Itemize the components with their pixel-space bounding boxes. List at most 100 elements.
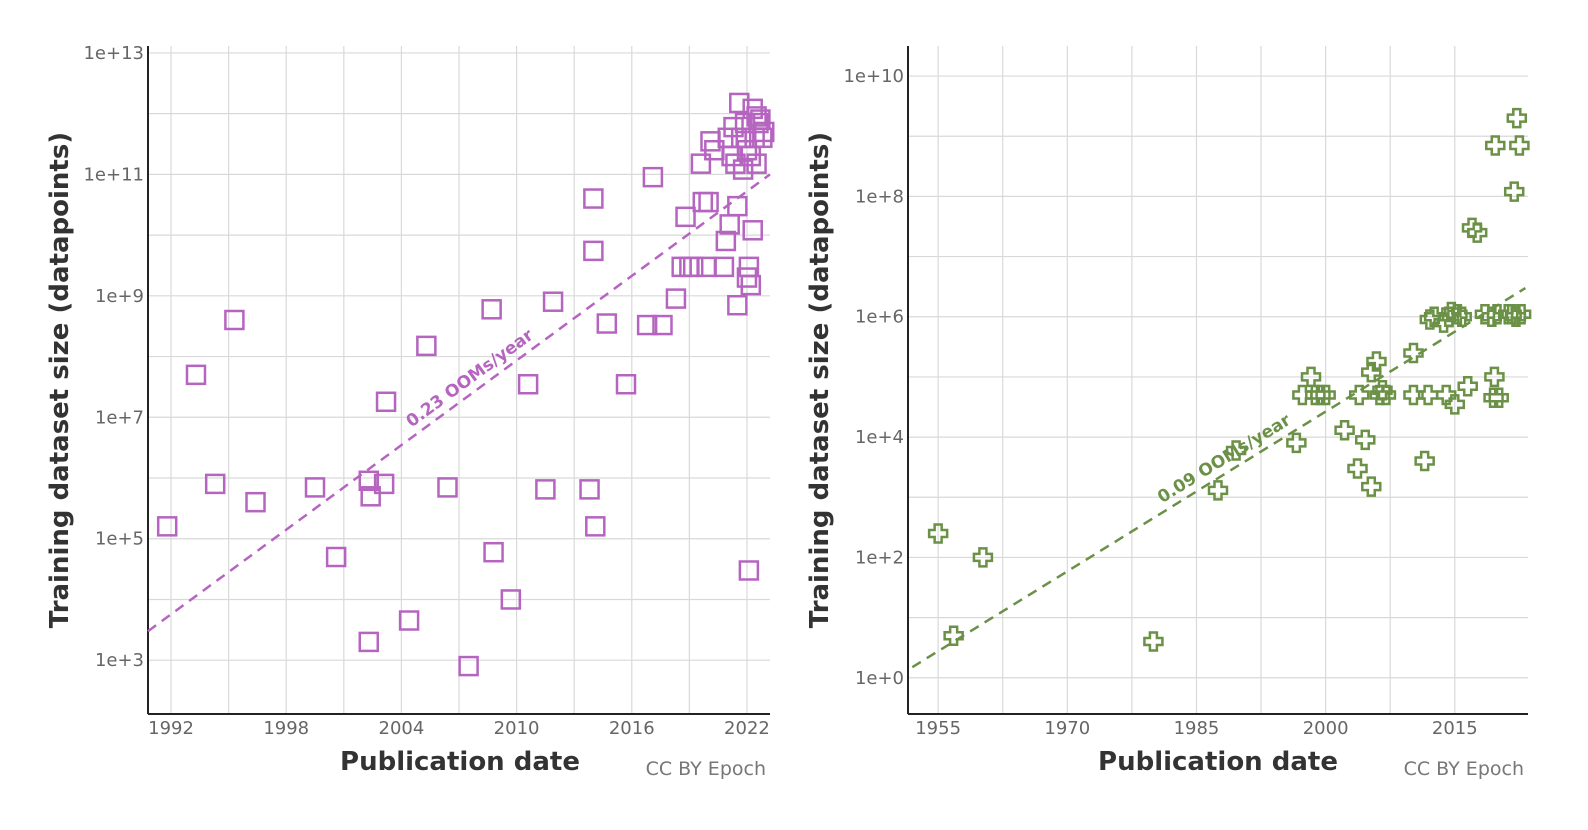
data-point-plus [1348,384,1370,406]
data-point-plus [1447,304,1468,325]
data-point-square [675,206,696,228]
data-point-square [717,127,739,149]
data-point-square [729,92,750,114]
data-point-plus [1375,384,1397,406]
data-point-plus [1207,480,1229,501]
left-points [156,92,775,677]
data-point-square [752,127,773,149]
data-point-plus [1484,366,1505,388]
data-point-plus [1419,309,1441,330]
data-point-plus [1315,384,1336,406]
data-point-square [671,256,692,278]
data-point-square [742,220,763,241]
data-point-square [615,373,637,395]
data-point-square [542,291,564,312]
left-y-tick-label: 1e+5 [95,529,144,550]
right-y-tick-label: 1e+6 [855,307,904,328]
data-point-plus [1366,351,1387,372]
data-point-square [696,256,717,278]
data-point-square [740,274,762,296]
data-point-plus [972,547,994,568]
data-point-plus [943,625,964,646]
data-point-square [725,153,746,174]
data-point-plus [1292,384,1313,406]
data-point-square [358,470,380,492]
data-point-square [437,477,458,498]
data-point-plus [1451,306,1472,327]
right-x-axis-title: Publication date [1098,747,1338,777]
data-point-square [583,188,604,209]
left-y-tick-label: 1e+11 [83,164,144,185]
data-point-plus [1225,440,1247,461]
data-point-plus [1435,384,1457,406]
data-point-square [483,541,504,563]
data-point-plus [1509,135,1530,156]
data-point-plus [1461,217,1483,239]
data-point-plus [1414,450,1435,472]
right-y-tick-label: 1e+8 [855,186,904,207]
left-x-tick-label: 2022 [724,718,770,739]
data-point-square [585,516,606,537]
left-trend-label: 0.23 OOMs/year [403,325,538,432]
data-point-square [665,288,687,309]
right-x-tick-label: 1970 [1044,718,1090,739]
data-point-square [736,267,758,288]
data-point-square [304,477,326,498]
right-credit: CC BY Epoch [1404,758,1524,780]
left-y-tick-label: 1e+7 [95,407,144,428]
right-y-tick-label: 1e+10 [843,66,904,87]
right-y-tick-label: 1e+0 [855,668,904,689]
data-point-square [500,589,522,610]
right-y-axis-title: Training dataset size (datapoints) [805,132,835,628]
data-point-square [727,195,748,217]
data-point-square [727,294,748,316]
data-point-plus [1403,384,1424,406]
data-point-plus [927,523,949,544]
data-point-square [535,479,556,500]
left-y-tick-label: 1e+9 [95,286,144,307]
right-x-tick-label: 2015 [1432,718,1478,739]
data-point-square [746,153,767,174]
data-point-plus [1286,432,1307,454]
left-scatter-panel: Publication date Training dataset size (… [45,43,775,780]
left-x-tick-label: 2004 [379,718,425,739]
data-point-square [156,516,178,537]
data-point-plus [1481,306,1503,327]
data-point-plus [1457,375,1478,397]
data-point-plus [1347,458,1368,479]
data-point-square [732,159,754,180]
right-x-tick-label: 1955 [915,718,961,739]
data-point-plus [1485,135,1506,156]
data-point-square [579,479,600,500]
data-point-square [204,473,226,495]
right-y-tick-label: 1e+2 [855,547,904,568]
data-point-square [245,491,266,513]
right-points [927,107,1532,652]
data-point-plus [1488,387,1509,409]
data-point-plus [1334,419,1355,441]
left-credit: CC BY Epoch [646,758,766,780]
data-point-square [360,486,381,507]
right-trend-line [911,286,1527,669]
data-point-square [358,631,380,653]
data-point-square [682,256,704,278]
data-point-plus [1466,222,1488,243]
data-point-square [224,309,245,331]
left-y-tick-label: 1e+3 [95,650,144,671]
right-y-tick-label: 1e+4 [855,427,904,448]
data-point-square [185,364,207,386]
data-point-plus [1361,476,1382,497]
data-point-square [325,546,347,568]
data-point-square [753,121,775,143]
left-x-tick-label: 2010 [494,718,540,739]
data-point-square [719,214,740,235]
right-scatter-panel: Publication date Training dataset size (… [805,46,1532,780]
data-point-square [373,473,395,495]
data-point-plus [1143,631,1164,652]
left-y-axis-title: Training dataset size (datapoints) [45,132,75,628]
data-point-square [713,256,735,278]
data-point-square [481,299,502,320]
data-point-plus [1505,306,1527,327]
right-x-tick-label: 2000 [1303,718,1349,739]
data-point-square [398,610,420,631]
